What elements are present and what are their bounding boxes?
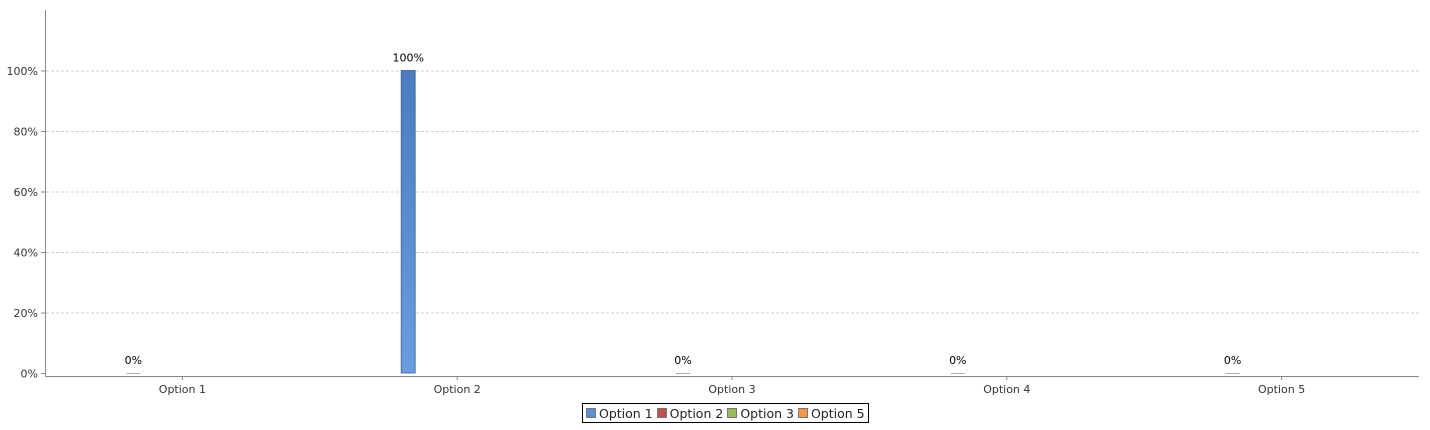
legend-label: Option 2 <box>669 405 724 421</box>
legend: Option 1 Option 2 Option 3 Option 5 <box>582 403 869 423</box>
x-tick-label: Option 5 <box>1258 383 1305 396</box>
y-tick-label: 20% <box>14 307 38 320</box>
legend-swatch <box>797 408 808 418</box>
legend-label: Option 5 <box>810 405 865 421</box>
legend-label: Option 3 <box>740 405 794 421</box>
y-tick-label: 0% <box>21 368 38 381</box>
legend-label: Option 1 <box>599 405 653 421</box>
legend-item: Option 5 <box>797 405 865 421</box>
legend-item: Option 1 <box>586 406 653 421</box>
y-tick-label: 100% <box>7 65 38 78</box>
legend-item: Option 2 <box>656 405 724 421</box>
y-tick-label: 80% <box>14 126 38 139</box>
bar <box>400 70 416 374</box>
x-tick-label: Option 4 <box>983 383 1030 396</box>
y-tick-label: 40% <box>14 247 38 260</box>
data-label: 0% <box>674 354 691 367</box>
data-label: 100% <box>392 52 423 65</box>
data-label: 0% <box>949 354 966 367</box>
x-tick-label: Option 2 <box>434 383 481 396</box>
data-label: 0% <box>1224 354 1241 367</box>
y-tick-label: 60% <box>14 186 38 199</box>
x-tick-label: Option 3 <box>708 383 755 396</box>
data-label: 0% <box>125 354 142 367</box>
legend-swatch <box>656 408 667 418</box>
legend-item: Option 3 <box>727 406 794 421</box>
x-tick-label: Option 1 <box>159 383 206 396</box>
legend-swatch <box>727 408 738 418</box>
legend-swatch <box>586 408 596 418</box>
